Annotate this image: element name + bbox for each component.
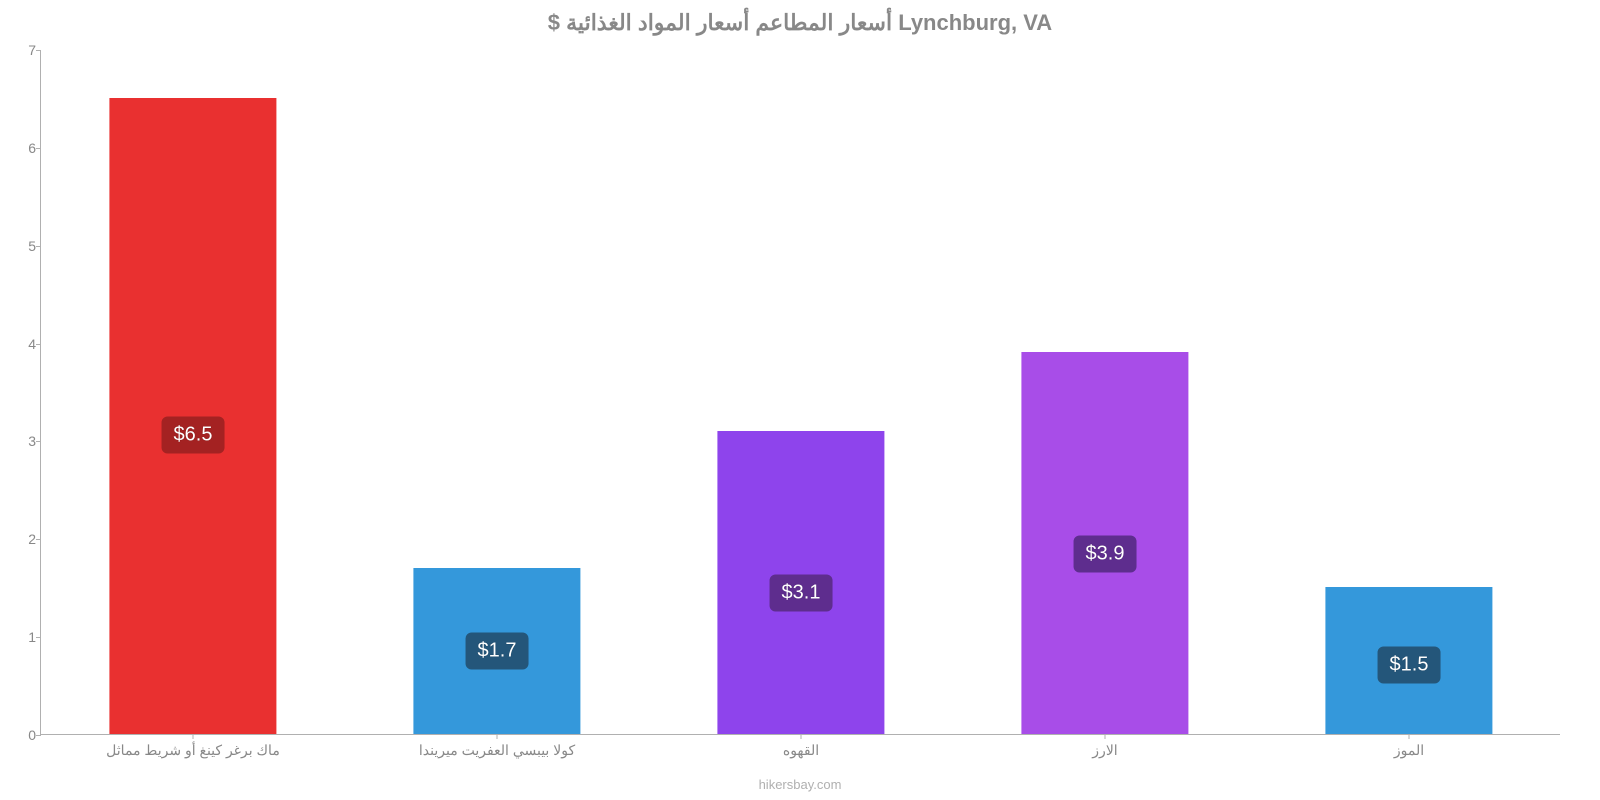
chart-title: $ أسعار المطاعم أسعار المواد الغذائية Ly… <box>0 0 1600 41</box>
y-tick-mark <box>36 441 41 442</box>
bar-value-label: $1.7 <box>466 632 529 669</box>
y-tick-label: 4 <box>11 336 36 352</box>
y-tick-mark <box>36 50 41 51</box>
bar-value-label: $3.9 <box>1074 536 1137 573</box>
y-tick-label: 1 <box>11 629 36 645</box>
bar-value-label: $1.5 <box>1378 646 1441 683</box>
x-category-label: كولا بيبسي العفريت ميريندا <box>419 742 575 759</box>
x-tick-mark <box>801 734 802 739</box>
y-tick-mark <box>36 148 41 149</box>
plot-area: 01234567ماك برغر كينغ أو شريط مماثل$6.5ك… <box>40 50 1560 735</box>
y-tick-label: 5 <box>11 238 36 254</box>
y-tick-mark <box>36 344 41 345</box>
y-tick-mark <box>36 539 41 540</box>
bar-value-label: $6.5 <box>162 416 225 453</box>
y-tick-label: 7 <box>11 42 36 58</box>
y-tick-mark <box>36 637 41 638</box>
x-category-label: ماك برغر كينغ أو شريط مماثل <box>106 742 280 759</box>
x-category-label: الموز <box>1394 742 1424 759</box>
y-tick-label: 2 <box>11 531 36 547</box>
x-tick-mark <box>193 734 194 739</box>
y-tick-mark <box>36 735 41 736</box>
x-tick-mark <box>497 734 498 739</box>
chart-container: $ أسعار المطاعم أسعار المواد الغذائية Ly… <box>0 0 1600 800</box>
y-tick-label: 0 <box>11 727 36 743</box>
x-tick-mark <box>1105 734 1106 739</box>
y-tick-label: 3 <box>11 433 36 449</box>
x-category-label: القهوه <box>783 742 819 759</box>
y-tick-mark <box>36 246 41 247</box>
x-tick-mark <box>1409 734 1410 739</box>
x-category-label: الارز <box>1092 742 1117 759</box>
bar-value-label: $3.1 <box>770 575 833 612</box>
y-tick-label: 6 <box>11 140 36 156</box>
chart-caption: hikersbay.com <box>759 777 842 792</box>
